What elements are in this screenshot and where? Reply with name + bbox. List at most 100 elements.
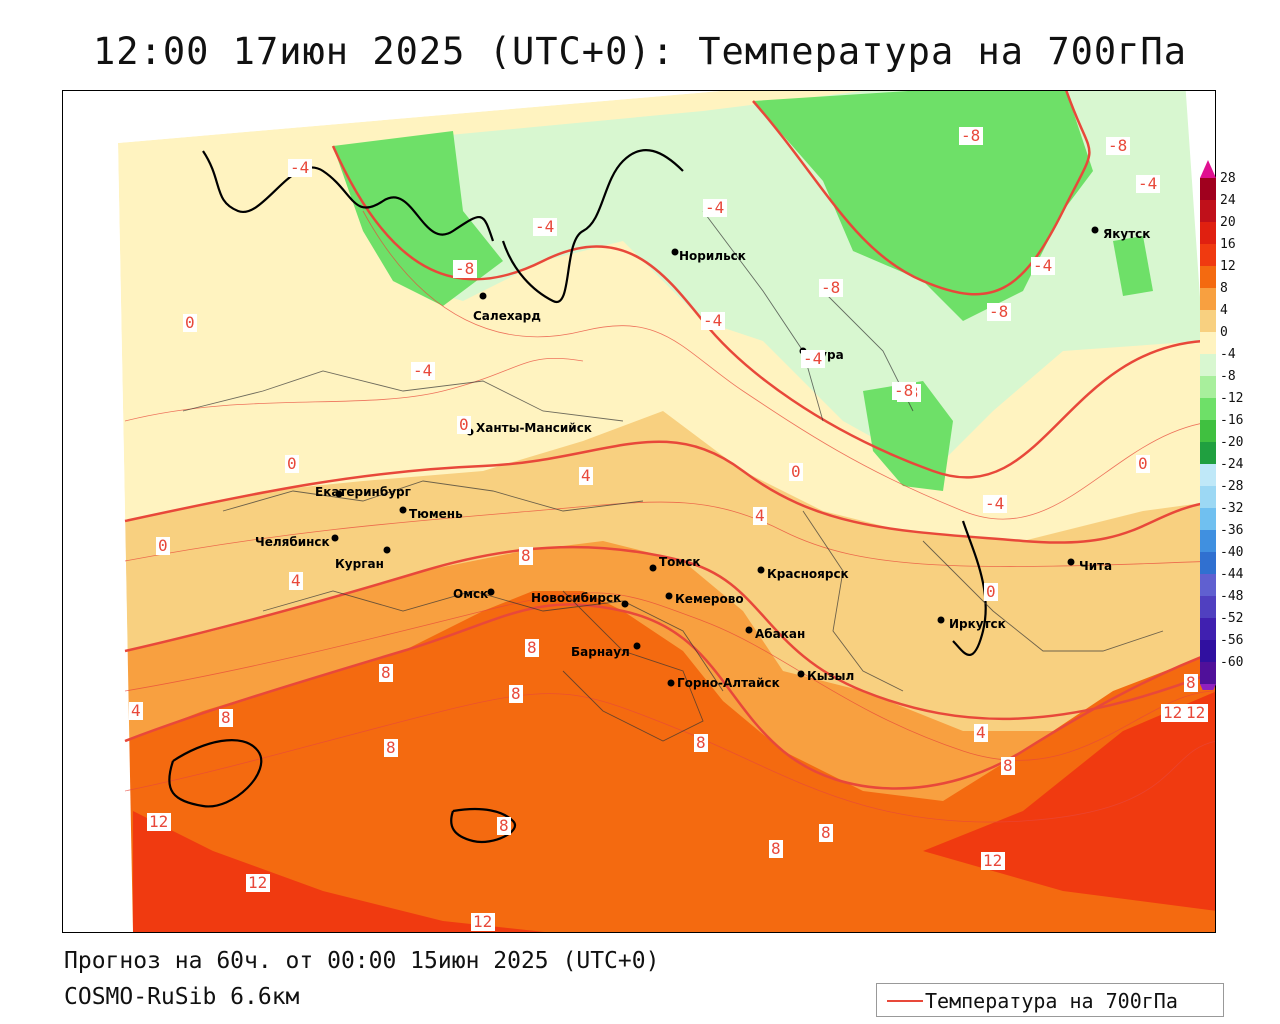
colorbar-segment: [1200, 530, 1216, 552]
colorbar-tick-label: 24: [1220, 193, 1236, 208]
contour-label-bg: [974, 724, 988, 742]
colorbar-tick-label: 28: [1220, 171, 1236, 186]
legend: Температура на 700гПа: [876, 983, 1224, 1017]
colorbar-segment: [1200, 596, 1216, 618]
colorbar-segment: [1200, 508, 1216, 530]
city-marker: [331, 534, 339, 542]
colorbar-segment: [1200, 552, 1216, 574]
colorbar-tick-label: -20: [1220, 435, 1244, 450]
contour-label-bg: [1136, 175, 1160, 193]
contour-label: 12: [473, 912, 492, 931]
colorbar-segment: [1200, 574, 1216, 596]
contour-label: 4: [131, 701, 141, 720]
contour-label: -8: [1108, 136, 1127, 155]
region-borders: [182, 210, 1164, 742]
colorbar-tick-label: 20: [1220, 215, 1236, 230]
city-label: Кемерово: [675, 592, 744, 606]
hot-zone-red: [133, 811, 545, 932]
contour-label: 4: [976, 723, 986, 742]
contour-label: -4: [803, 349, 822, 368]
contour-label-bg: [1001, 757, 1015, 775]
colorbar-tick-label: -44: [1220, 567, 1244, 582]
cold-zone-central: [863, 381, 953, 491]
contour-label-bg: [379, 664, 393, 682]
colorbar-segment: [1200, 398, 1216, 420]
colorbar-segment: [1200, 420, 1216, 442]
contour-label-bg: [1031, 257, 1055, 275]
contour-label: 12: [1163, 703, 1182, 722]
city-marker: [633, 642, 641, 650]
contour-label: -8: [455, 259, 474, 278]
contour-label-bg: [285, 455, 299, 473]
colorbar-segment: [1200, 222, 1216, 244]
colorbar-tick-label: 12: [1220, 259, 1236, 274]
colorbar-tick-label: 0: [1220, 325, 1228, 340]
colorbar-tick-label: -56: [1220, 633, 1244, 648]
city-marker: [383, 546, 391, 554]
colorbar-tick-label: -60: [1220, 655, 1244, 670]
contour-label: -8: [961, 126, 980, 145]
city-marker: [797, 670, 805, 678]
city-label: Челябинск: [255, 535, 330, 549]
contour-label: -8: [989, 302, 1008, 321]
contour-label-bg: [579, 467, 593, 485]
colorbar-segment: [1200, 486, 1216, 508]
city-label: Новосибирск: [531, 591, 621, 605]
city-marker: [937, 616, 945, 624]
contour-label-bg: [769, 840, 783, 858]
colorbar-tick-label: 4: [1220, 303, 1228, 318]
city-label: Норильск: [679, 249, 746, 263]
contour-label-bg: [801, 350, 825, 368]
contour-label-bg: [384, 739, 398, 757]
contour-label-bg: [819, 824, 833, 842]
contour-label-bg: [411, 362, 435, 380]
colorbar-tick-label: -4: [1220, 347, 1236, 362]
colorbar-segment: [1200, 376, 1216, 398]
city-marker: [479, 292, 487, 300]
city-label: Тюмень: [409, 507, 463, 521]
city-marker: [757, 566, 765, 574]
contour-label-bg: [509, 685, 523, 703]
legend-line-swatch: [887, 1000, 923, 1002]
contour-label: 0: [185, 313, 195, 332]
contour-label: 12: [248, 873, 267, 892]
city-marker: [1067, 558, 1075, 566]
contour-label: 8: [1186, 673, 1196, 692]
contour-label-bg: [147, 813, 171, 831]
contour-label: 8: [521, 546, 531, 565]
outside-domain-north: [63, 91, 1215, 143]
contour-label-bg: [156, 537, 170, 555]
colorbar-segment: [1200, 244, 1216, 266]
thick-contours: [124, 91, 1215, 790]
contour-label-bg: [1161, 704, 1185, 722]
city-marker: [671, 248, 679, 256]
contour-label: 0: [1138, 454, 1148, 473]
contour-label: 8: [1003, 756, 1013, 775]
city-label: Иркутск: [949, 617, 1006, 631]
contour-label-bg: [753, 507, 767, 525]
city-label: Горно-Алтайск: [677, 676, 780, 690]
contour-label: 0: [459, 415, 469, 434]
contour-label: -4: [703, 311, 722, 330]
contour-label-bg: [457, 416, 471, 434]
contour-label: 8: [771, 839, 781, 858]
contour-label-bg: [246, 874, 270, 892]
city-label: Красноярск: [767, 567, 849, 581]
contour-label: 8: [511, 684, 521, 703]
contour-label: -4: [290, 158, 309, 177]
city-label: Чита: [1079, 559, 1112, 573]
city-label: Абакан: [755, 627, 805, 641]
colorbar-segment: [1200, 266, 1216, 288]
contour-label: 12: [149, 812, 168, 831]
contour-label-bg: [819, 279, 843, 297]
page-title: 12:00 17июн 2025 (UTC+0): Температура на…: [93, 30, 1187, 73]
contour-label: 8: [499, 816, 509, 835]
colorbar-bottom-arrow: [1200, 684, 1216, 690]
contour-label-bg: [892, 382, 916, 400]
contour-label: 0: [986, 582, 996, 601]
city-label: Салехард: [473, 309, 541, 323]
city-label: Ханты-Мансийск: [476, 421, 592, 435]
colorbar-tick-label: -52: [1220, 611, 1244, 626]
contour-label: 8: [386, 738, 396, 757]
contour-label: -4: [705, 198, 724, 217]
